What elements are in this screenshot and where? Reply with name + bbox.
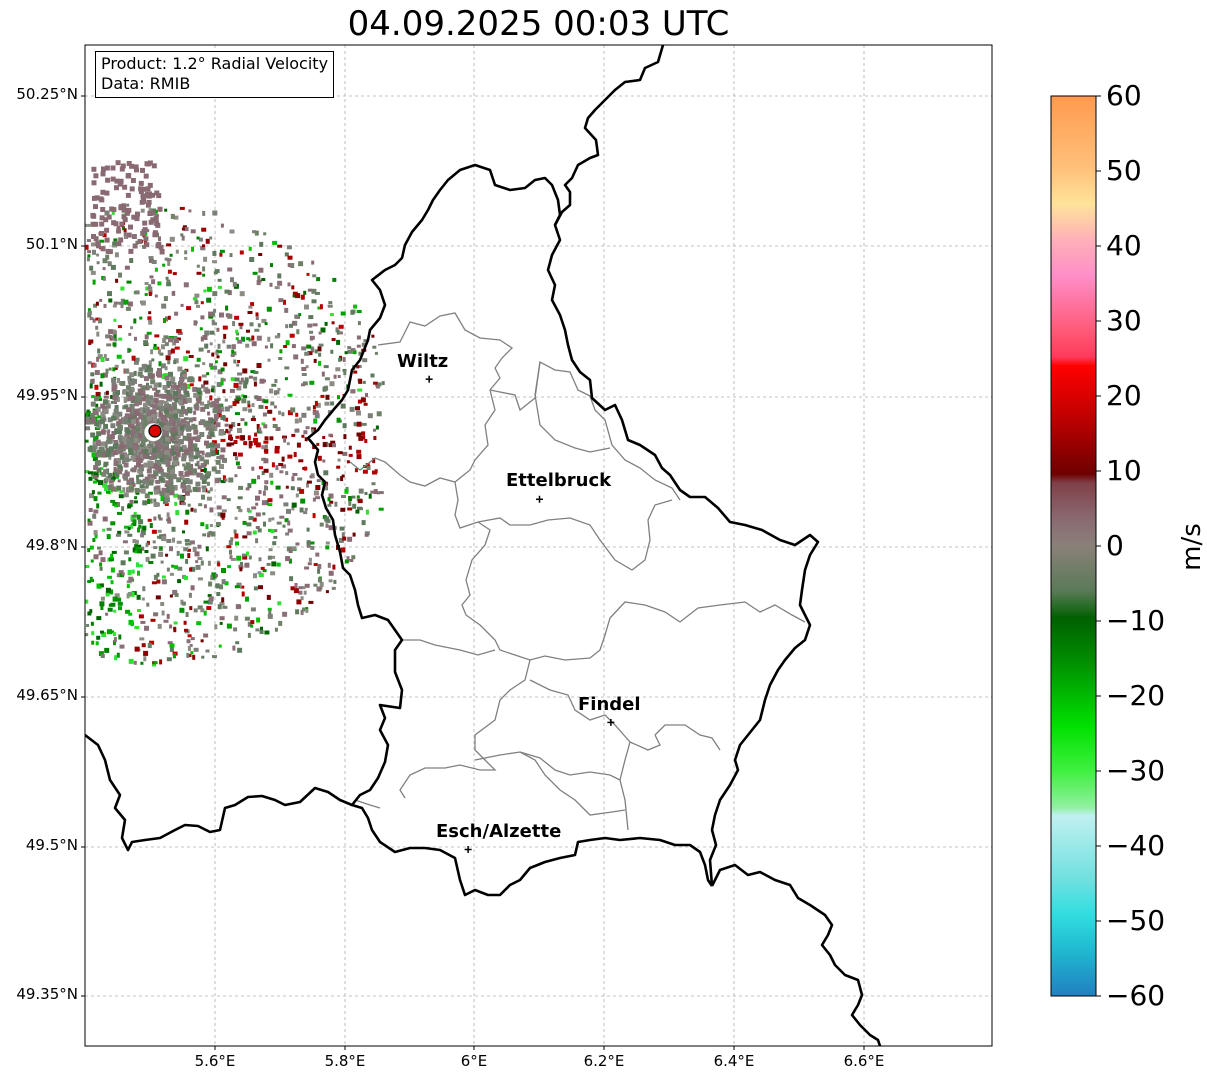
- colorbar-tick-label: −10: [1106, 604, 1166, 637]
- lon-tick-label: 6.2°E: [583, 1052, 625, 1070]
- axis-ticks: [81, 95, 865, 1050]
- colorbar-tick-label: −60: [1106, 979, 1166, 1012]
- colorbar-tick-label: 50: [1106, 154, 1142, 187]
- colorbar-ticks: [1096, 95, 1101, 997]
- product-info-box: Product: 1.2° Radial Velocity Data: RMIB: [95, 51, 335, 98]
- city-label-ettelbruck: Ettelbruck: [506, 470, 612, 491]
- lon-tick-label: 6°E: [460, 1052, 488, 1070]
- lat-tick-label: 50.25°N: [16, 85, 78, 103]
- colorbar-tick-label: −40: [1106, 829, 1166, 862]
- colorbar-tick-label: 0: [1106, 529, 1124, 562]
- radar-site-marker: [148, 424, 162, 438]
- lon-tick-label: 6.4°E: [713, 1052, 755, 1070]
- city-markers: [425, 375, 615, 854]
- product-label: Product: 1.2° Radial Velocity: [101, 54, 329, 73]
- data-source-label: Data: RMIB: [101, 74, 191, 93]
- colorbar-tick-label: −20: [1106, 679, 1166, 712]
- map-title: 04.09.2025 00:03 UTC: [347, 4, 730, 44]
- lat-tick-label: 50.1°N: [25, 235, 78, 253]
- colorbar: [1050, 95, 1097, 997]
- colorbar-tick-label: −50: [1106, 904, 1166, 937]
- colorbar-tick-label: 40: [1106, 229, 1142, 262]
- colorbar-tick-label: 20: [1106, 379, 1142, 412]
- lat-tick-label: 49.35°N: [16, 985, 78, 1003]
- city-label-wiltz: Wiltz: [397, 351, 449, 372]
- canton-boundaries: [349, 312, 806, 831]
- map-frame: [85, 45, 992, 1046]
- lat-tick-label: 49.95°N: [16, 386, 78, 404]
- lon-tick-label: 5.8°E: [324, 1052, 366, 1070]
- colorbar-tick-label: 60: [1106, 79, 1142, 112]
- lat-tick-label: 49.65°N: [16, 686, 78, 704]
- lon-tick-label: 5.6°E: [194, 1052, 236, 1070]
- lat-tick-label: 49.8°N: [25, 536, 78, 554]
- lon-tick-label: 6.6°E: [843, 1052, 885, 1070]
- city-label-findel: Findel: [578, 694, 641, 715]
- city-label-esch-alzette: Esch/Alzette: [436, 821, 562, 842]
- colorbar-unit-label: m/s: [1176, 523, 1207, 571]
- colorbar-tick-label: 30: [1106, 304, 1142, 337]
- colorbar-tick-label: −30: [1106, 754, 1166, 787]
- colorbar-tick-label: 10: [1106, 454, 1142, 487]
- country-borders: [85, 45, 882, 1046]
- lat-tick-label: 49.5°N: [25, 836, 78, 854]
